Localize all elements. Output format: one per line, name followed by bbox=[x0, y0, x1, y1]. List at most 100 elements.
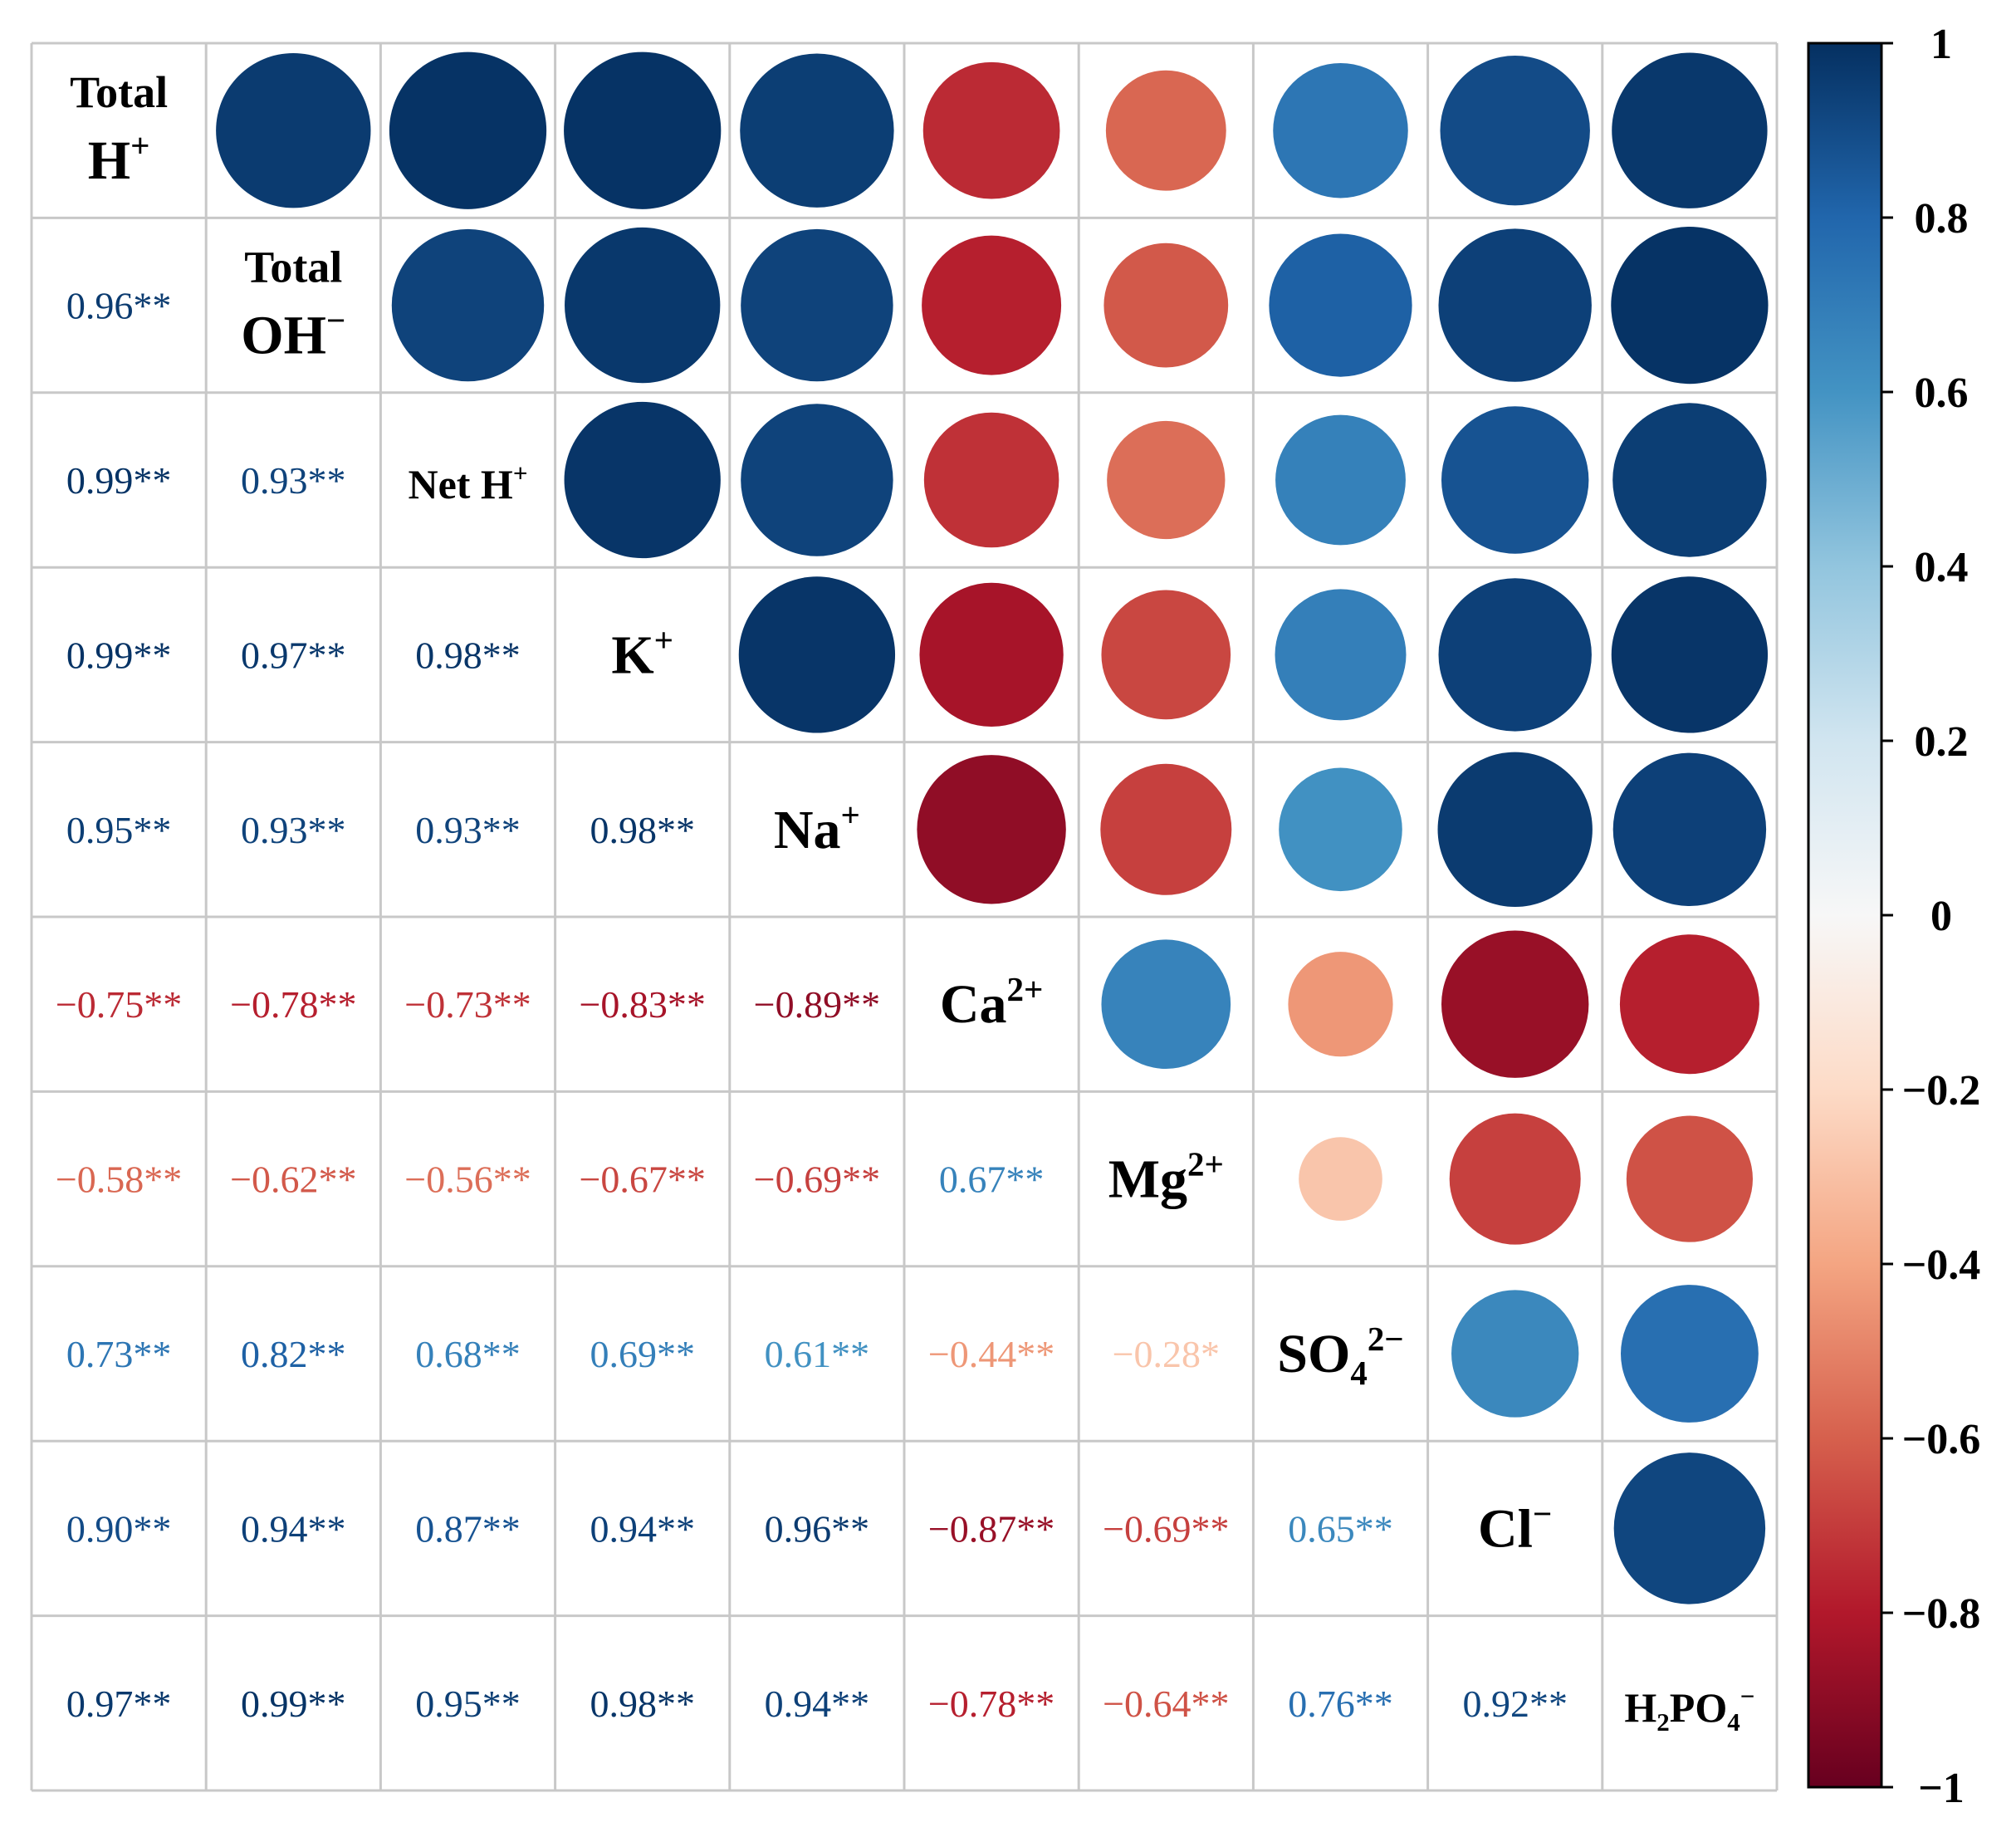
corr-value-K-netH: 0.98** bbox=[415, 634, 521, 676]
corr-circle-totalOH-SO4 bbox=[1269, 233, 1412, 377]
colorbar: 1 0.8 0.6 0.4 0.2 0 −0.2 −0.4 −0.6 −0.8 −1 bbox=[1807, 21, 1981, 1812]
corr-circle-K-SO4 bbox=[1275, 589, 1407, 721]
corr-circle-Ca-Cl bbox=[1441, 930, 1589, 1078]
corr-value-H2PO4-totalOH: 0.99** bbox=[241, 1683, 346, 1725]
corr-circle-totalOH-Ca bbox=[922, 235, 1062, 375]
corr-circle-K-Mg bbox=[1101, 590, 1231, 720]
colorbar-tick-label: 0.4 bbox=[1915, 544, 1969, 591]
corr-value-K-totalOH: 0.97** bbox=[241, 634, 346, 676]
diag-label-Cl: Cl− bbox=[1478, 1494, 1552, 1559]
diag-label-totalOH-line1: Total bbox=[244, 242, 342, 292]
corr-circle-Na-Mg bbox=[1100, 763, 1232, 895]
corr-value-Cl-Ca: −0.87** bbox=[928, 1507, 1054, 1550]
corr-circle-totalOH-Mg bbox=[1103, 242, 1229, 368]
corr-value-Mg-totalH: −0.58** bbox=[56, 1159, 182, 1201]
corr-value-SO4-totalH: 0.73** bbox=[66, 1333, 172, 1375]
corr-circle-netH-Na bbox=[741, 404, 893, 556]
corr-value-Mg-netH: −0.56** bbox=[404, 1159, 531, 1201]
corr-value-H2PO4-netH: 0.95** bbox=[415, 1683, 521, 1725]
corr-circle-totalH-netH bbox=[389, 51, 547, 209]
colorbar-tick-label: 0 bbox=[1930, 893, 1952, 940]
corr-circle-Mg-H2PO4 bbox=[1626, 1115, 1753, 1242]
corr-circle-totalOH-H2PO4 bbox=[1611, 226, 1769, 385]
corr-value-Cl-Mg: −0.69** bbox=[1103, 1507, 1229, 1550]
colorbar-tick-label: −0.2 bbox=[1902, 1067, 1981, 1114]
corr-circle-Ca-Mg bbox=[1101, 939, 1231, 1070]
diag-label-SO4: SO42− bbox=[1277, 1320, 1403, 1392]
corr-circle-totalH-Cl bbox=[1440, 55, 1590, 206]
corr-value-Na-totalOH: 0.93** bbox=[241, 809, 346, 851]
corr-circle-Na-H2PO4 bbox=[1612, 752, 1767, 907]
corr-value-Cl-SO4: 0.65** bbox=[1288, 1507, 1393, 1550]
diag-label-totalH-line1: Total bbox=[70, 67, 168, 117]
corr-value-Mg-totalOH: −0.62** bbox=[230, 1159, 356, 1201]
corr-value-H2PO4-Mg: −0.64** bbox=[1103, 1683, 1229, 1725]
corr-value-Mg-K: −0.67** bbox=[579, 1159, 705, 1201]
corr-value-Na-K: 0.98** bbox=[590, 809, 695, 851]
diag-label-netH: Net H+ bbox=[408, 458, 527, 507]
corr-value-Cl-K: 0.94** bbox=[590, 1507, 695, 1550]
corr-value-Na-netH: 0.93** bbox=[415, 809, 521, 851]
corr-circle-netH-Mg bbox=[1107, 420, 1226, 540]
colorbar-tick-label: 0.8 bbox=[1915, 195, 1969, 242]
corr-circle-netH-Ca bbox=[923, 412, 1059, 548]
corr-value-H2PO4-Na: 0.94** bbox=[765, 1683, 870, 1725]
diag-label-H2PO4: H2PO4− bbox=[1624, 1682, 1754, 1737]
corr-value-H2PO4-totalH: 0.97** bbox=[66, 1683, 172, 1725]
corr-value-K-totalH: 0.99** bbox=[66, 634, 172, 676]
corr-value-totalOH-totalH: 0.96** bbox=[66, 285, 172, 327]
corr-circle-netH-Cl bbox=[1441, 406, 1589, 554]
colorbar-tick-label: −1 bbox=[1918, 1765, 1965, 1812]
corr-circle-Mg-Cl bbox=[1449, 1113, 1581, 1245]
colorbar-tick-label: 1 bbox=[1930, 21, 1952, 68]
corr-circle-K-H2PO4 bbox=[1611, 576, 1769, 733]
corr-circle-totalH-Na bbox=[740, 53, 894, 208]
corr-circle-Cl-H2PO4 bbox=[1613, 1452, 1766, 1604]
corr-value-netH-totalH: 0.99** bbox=[66, 459, 172, 502]
corr-value-H2PO4-SO4: 0.76** bbox=[1288, 1683, 1393, 1725]
corr-circle-netH-H2PO4 bbox=[1612, 403, 1767, 557]
corr-circle-totalH-Mg bbox=[1105, 70, 1226, 191]
corr-value-Ca-totalOH: −0.78** bbox=[230, 983, 356, 1026]
corr-circle-totalOH-K bbox=[565, 227, 721, 384]
corr-value-Cl-totalOH: 0.94** bbox=[241, 1507, 346, 1550]
corr-circle-totalOH-Cl bbox=[1438, 228, 1592, 382]
corr-circle-SO4-Cl bbox=[1451, 1290, 1579, 1418]
corr-circle-totalH-SO4 bbox=[1273, 62, 1408, 198]
corr-circle-totalH-totalOH bbox=[216, 53, 371, 208]
corr-value-Mg-Ca: 0.67** bbox=[939, 1159, 1045, 1201]
corr-value-Ca-netH: −0.73** bbox=[404, 983, 531, 1026]
corr-value-SO4-K: 0.69** bbox=[590, 1333, 695, 1375]
colorbar-tick-label: −0.6 bbox=[1902, 1416, 1981, 1463]
corr-circle-totalH-Ca bbox=[922, 61, 1060, 199]
corr-circle-netH-K bbox=[564, 401, 721, 559]
colorbar-tick-label: 0.2 bbox=[1915, 718, 1969, 766]
corr-circle-totalOH-Na bbox=[741, 228, 893, 382]
corr-value-Mg-Na: −0.69** bbox=[754, 1159, 880, 1201]
corr-value-H2PO4-Ca: −0.78** bbox=[928, 1683, 1054, 1725]
colorbar-tick-label: 0.6 bbox=[1915, 370, 1969, 417]
colorbar-tick-label: −0.4 bbox=[1902, 1242, 1981, 1289]
corr-circle-netH-SO4 bbox=[1275, 414, 1406, 546]
corr-circle-Na-Cl bbox=[1437, 752, 1593, 907]
colorbar-gradient bbox=[1807, 42, 1883, 1789]
corr-value-Na-totalH: 0.95** bbox=[66, 809, 172, 851]
corr-value-H2PO4-K: 0.98** bbox=[590, 1683, 695, 1725]
diag-label-totalOH: OH− bbox=[241, 301, 345, 366]
corr-circle-Ca-H2PO4 bbox=[1619, 934, 1759, 1075]
corr-circle-Mg-SO4 bbox=[1299, 1137, 1382, 1221]
corr-circle-K-Cl bbox=[1438, 578, 1592, 732]
corr-circle-totalOH-netH bbox=[391, 228, 545, 382]
corr-circle-SO4-H2PO4 bbox=[1620, 1285, 1759, 1423]
corr-value-Cl-Na: 0.96** bbox=[765, 1507, 870, 1550]
corr-circle-K-Na bbox=[738, 576, 896, 733]
diag-label-K: K+ bbox=[611, 620, 673, 685]
corr-value-netH-totalOH: 0.93** bbox=[241, 459, 346, 502]
matrix-cells: Total H+ 0.96** Total OH− 0.99** 0.93** Net H+ 0… bbox=[56, 51, 1769, 1737]
corr-value-Cl-netH: 0.87** bbox=[415, 1507, 521, 1550]
diag-label-Na: Na+ bbox=[774, 796, 860, 860]
corr-value-SO4-netH: 0.68** bbox=[415, 1333, 521, 1375]
corr-value-SO4-Ca: −0.44** bbox=[928, 1333, 1054, 1375]
corr-value-SO4-Na: 0.61** bbox=[765, 1333, 870, 1375]
diag-label-totalH: H+ bbox=[88, 126, 150, 191]
